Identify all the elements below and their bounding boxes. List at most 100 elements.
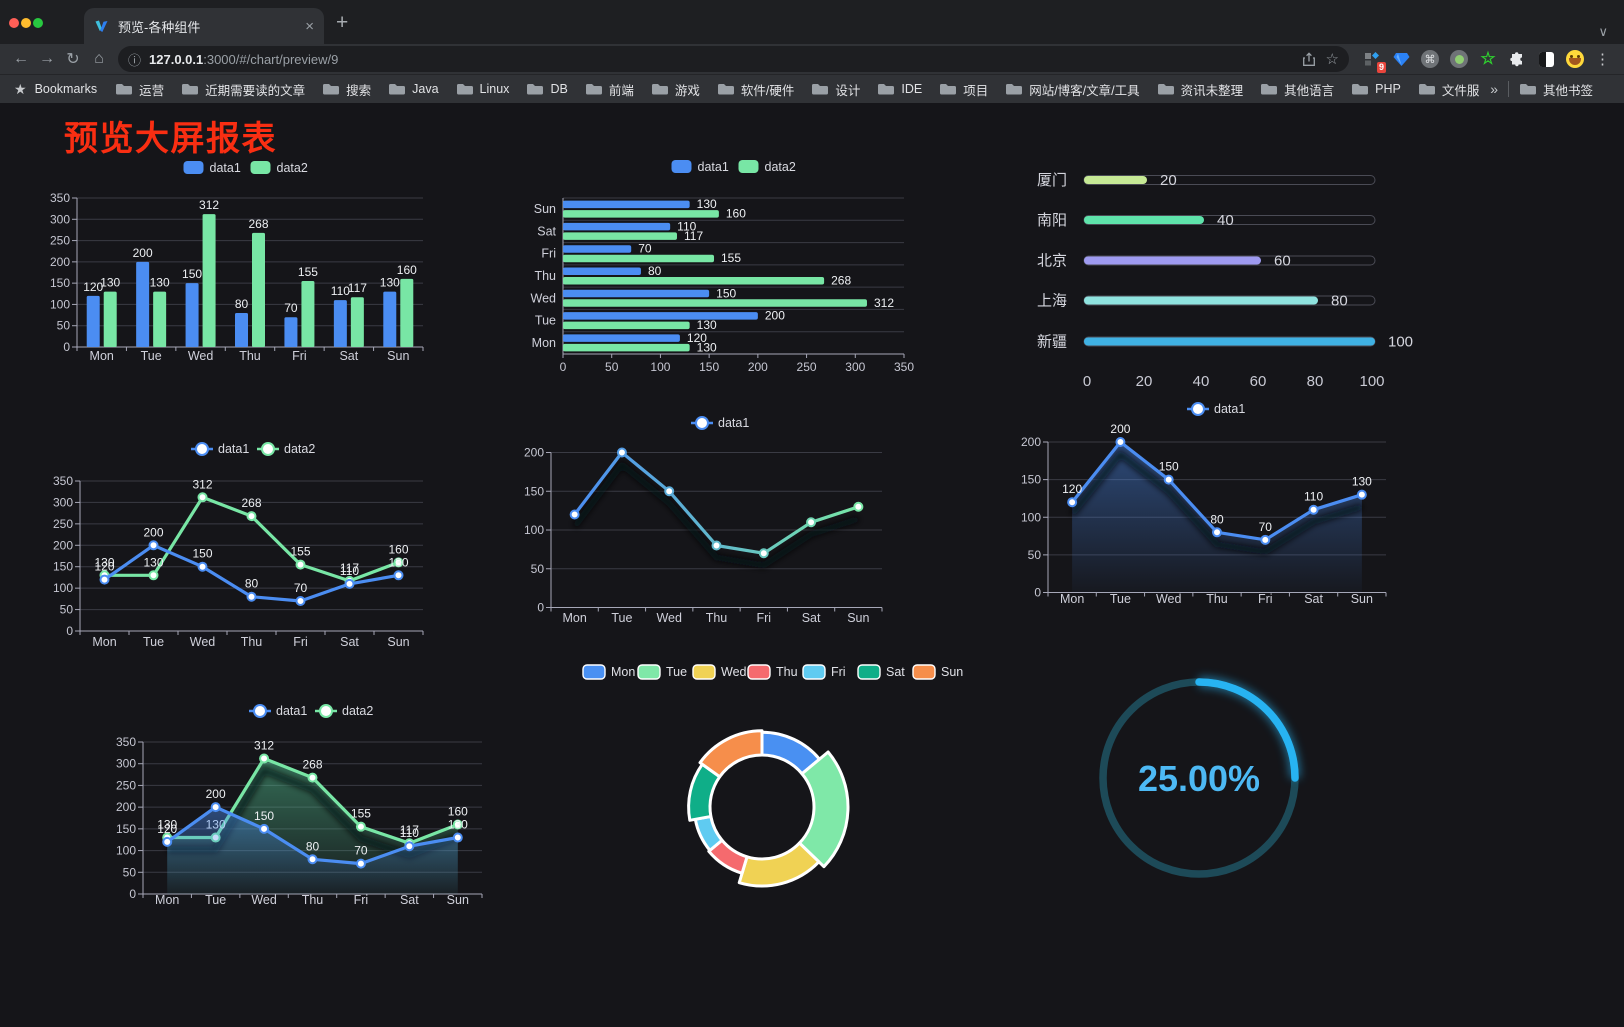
bookmark-item[interactable]: 资讯未整理 [1157, 80, 1243, 99]
bookmark-item[interactable]: 搜索 [322, 80, 371, 99]
chart-line-gradient[interactable]: data1 0 50 100 150 200 Mon Tue Wed Thu Fri Sat Sun [524, 416, 883, 625]
bookmark-item[interactable]: DB [526, 80, 568, 99]
pie-slice-Fri[interactable] [693, 814, 724, 852]
address-bar[interactable]: ⓘ 127.0.0.1 :3000/#/chart/preview/9 ☆ [118, 46, 1349, 72]
legend-item-Sun[interactable]: Sun [912, 664, 963, 680]
bookmark-item[interactable]: 其他语言 [1260, 80, 1334, 99]
extensions-puzzle-icon[interactable] [1505, 47, 1529, 71]
other-bookmarks-folder[interactable]: 其他书签 [1519, 80, 1593, 99]
bar-data2[interactable] [103, 291, 117, 347]
tab-search-chevron-icon[interactable]: ∨ [1598, 24, 1608, 39]
window-minimize-button[interactable] [21, 18, 31, 28]
bar-data1[interactable] [563, 312, 758, 320]
legend-item-Thu[interactable]: Thu [747, 664, 798, 680]
bookmarks-overflow-icon[interactable]: » [1490, 81, 1498, 97]
bar-data1[interactable] [284, 317, 298, 347]
chart-pie-rose[interactable]: Mon Tue Wed Thu Fri Sat Sun [582, 664, 963, 888]
bar-data2[interactable] [563, 299, 867, 307]
chart-bar-grouped[interactable]: data1 data2 0 50 100 150 200 250 300 350 Mon Tue Wed… [50, 161, 424, 363]
bookmarks-star-icon[interactable]: ★ [14, 80, 27, 97]
chart-progress-bars[interactable]: 厦门 20 南阳 40 北京 60 上海 80 新疆 100 0 20 40 60 80 100 [1037, 172, 1413, 390]
bookmark-item[interactable]: 游戏 [651, 80, 700, 99]
bar-data2[interactable] [400, 278, 414, 347]
bookmark-star-icon[interactable]: ☆ [1325, 51, 1339, 68]
legend-item-Tue[interactable]: Tue [637, 664, 687, 680]
bookmark-item[interactable]: PHP [1351, 80, 1401, 99]
legend-item-data1[interactable]: data1 [183, 161, 241, 175]
bar-data2[interactable] [153, 291, 167, 347]
bar-data2[interactable] [202, 214, 216, 347]
bar-data1[interactable] [563, 334, 680, 342]
bar-data1[interactable] [235, 312, 248, 347]
bar-data2[interactable] [563, 343, 690, 352]
chart-gauge[interactable]: 25.00% [1099, 676, 1301, 878]
progress-fill[interactable] [1084, 337, 1375, 346]
new-tab-button[interactable]: + [336, 11, 349, 34]
bar-data2[interactable] [350, 297, 364, 347]
bar-data1[interactable] [563, 245, 632, 253]
bar-data1[interactable] [185, 283, 199, 347]
bar-data2[interactable] [563, 321, 690, 330]
bar-data2[interactable] [301, 281, 315, 347]
progress-fill[interactable] [1084, 176, 1147, 184]
legend-item-data2[interactable]: data2 [250, 161, 308, 175]
browser-menu-icon[interactable]: ⋮ [1595, 51, 1610, 68]
legend-item-Mon[interactable]: Mon [582, 664, 635, 680]
legend-item-Sat[interactable]: Sat [857, 664, 905, 680]
legend-item-Wed[interactable]: Wed [692, 664, 747, 680]
legend-item-data2[interactable]: data2 [738, 160, 796, 174]
bar-data1[interactable] [563, 267, 641, 276]
bar-data1[interactable] [136, 261, 150, 347]
bar-data1[interactable] [383, 291, 397, 347]
legend-item-data1[interactable]: data1 [191, 442, 249, 456]
bar-data2[interactable] [563, 277, 825, 285]
share-icon[interactable] [1302, 51, 1316, 67]
chart-line-two[interactable]: data1 data2 0 50 100 150 200 250 300 350 Mon Tue Wed… [53, 442, 424, 649]
bookmarks-label[interactable]: Bookmarks [34, 82, 98, 96]
pie-slice-Tue[interactable] [797, 750, 850, 869]
pie-slice-Wed[interactable] [737, 841, 821, 888]
extension-gem-icon[interactable] [1389, 47, 1413, 71]
chart-line-area[interactable]: data1 0 50 100 150 200 Mon Tue Wed Thu Fri Sat Sun 12… [1021, 402, 1387, 606]
extension-darkreader-icon[interactable] [1534, 47, 1558, 71]
extension-emoji-icon[interactable] [1563, 47, 1587, 71]
progress-fill[interactable] [1084, 296, 1318, 305]
reload-icon[interactable]: ↻ [66, 51, 80, 68]
bar-data1[interactable] [86, 295, 100, 347]
bar-data2[interactable] [563, 254, 715, 263]
tab-close-icon[interactable]: × [305, 17, 314, 35]
browser-tab[interactable]: 预览-各种组件 × [84, 8, 324, 44]
bookmark-item[interactable]: 运营 [115, 80, 164, 99]
bookmark-item[interactable]: 前端 [585, 80, 634, 99]
progress-fill[interactable] [1084, 216, 1204, 224]
legend-item-data2[interactable]: data2 [257, 442, 315, 456]
extension-star-icon[interactable]: ☆ [1480, 49, 1496, 68]
bookmark-item[interactable]: 文件服务器 [1418, 80, 1480, 99]
bar-data1[interactable] [563, 289, 710, 298]
bar-data1[interactable] [563, 200, 690, 209]
bookmark-item[interactable]: Java [388, 80, 439, 99]
site-info-icon[interactable]: ⓘ [128, 52, 142, 68]
window-zoom-button[interactable] [33, 18, 43, 28]
bar-data1[interactable] [563, 222, 671, 231]
home-icon[interactable]: ⌂ [94, 50, 104, 67]
legend-item-data1[interactable]: data1 [249, 704, 307, 718]
forward-icon[interactable]: → [39, 50, 55, 67]
bar-data2[interactable] [252, 232, 265, 347]
bookmark-item[interactable]: 项目 [939, 80, 988, 99]
legend-item-data2[interactable]: data2 [315, 704, 373, 718]
chart-area-two[interactable]: data1 data2 0 50 100 150 200 250 300 350 Mon Tue Wed… [116, 704, 483, 907]
bookmark-item[interactable]: 设计 [811, 80, 860, 99]
extension-stats-icon[interactable]: 9 [1360, 47, 1386, 73]
legend-item-data1[interactable]: data1 [671, 160, 729, 174]
bookmark-item[interactable]: IDE [877, 80, 922, 99]
legend-item-data1[interactable]: data1 [691, 416, 749, 430]
bookmark-item[interactable]: 网站/博客/文章/工具 [1005, 80, 1140, 99]
back-icon[interactable]: ← [13, 50, 29, 67]
extension-record-icon[interactable] [1447, 47, 1471, 71]
bookmark-item[interactable]: 近期需要读的文章 [181, 80, 305, 99]
pie-slice-Sun[interactable] [698, 729, 764, 779]
extension-command-icon[interactable]: ⌘ [1418, 47, 1442, 71]
bookmark-item[interactable]: Linux [456, 80, 509, 99]
bookmark-item[interactable]: 软件/硬件 [717, 80, 794, 99]
